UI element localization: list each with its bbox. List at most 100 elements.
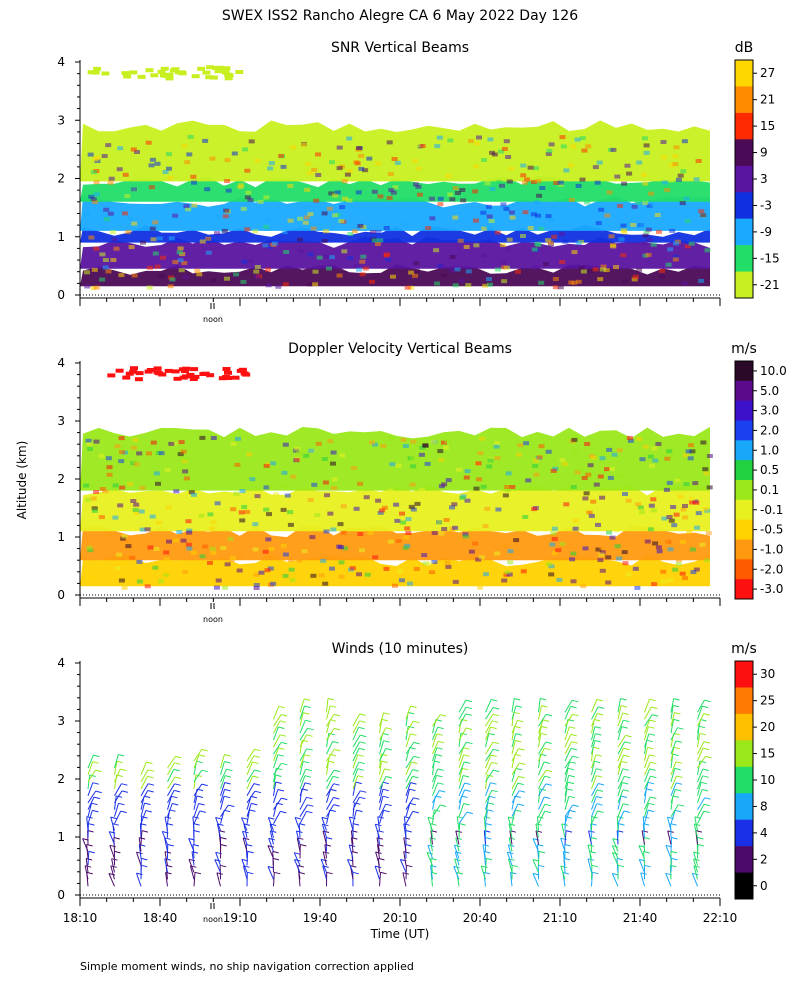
heatmap-cell <box>330 461 336 466</box>
wind-barb <box>485 774 488 789</box>
heatmap-cell <box>588 268 594 273</box>
wind-barb-flag <box>381 753 388 757</box>
wind-barb <box>273 726 279 741</box>
heatmap-cell <box>693 500 700 505</box>
wind-barb <box>324 844 327 859</box>
wind-barb <box>403 816 407 831</box>
heatmap-cell <box>472 189 479 194</box>
heatmap-cell <box>93 285 100 290</box>
heatmap-cell <box>296 558 303 563</box>
heatmap-cell <box>265 537 272 542</box>
heatmap-cell <box>229 556 236 561</box>
wind-barb-flag <box>278 705 285 709</box>
heatmap-cell <box>224 158 231 163</box>
heatmap-cell <box>700 440 707 445</box>
heatmap-cell <box>90 146 97 151</box>
wind-barb <box>405 769 414 783</box>
wind-barb-flag <box>333 769 341 773</box>
wind-barb <box>405 797 414 810</box>
heatmap-cell <box>670 505 677 509</box>
wind-barb <box>220 796 225 810</box>
wind-barb <box>670 761 677 776</box>
heatmap-cell <box>673 145 680 150</box>
heatmap-cell <box>283 250 290 254</box>
colorbar-segment <box>735 245 753 272</box>
wind-barb <box>538 796 545 810</box>
heatmap-cell <box>650 242 657 247</box>
heatmap-cell <box>495 171 502 176</box>
wind-barb-flag <box>672 795 680 798</box>
wind-barb <box>588 830 592 845</box>
heatmap-cell <box>415 184 422 189</box>
heatmap-cell <box>148 185 155 190</box>
heatmap-cell <box>231 151 238 156</box>
wind-barb <box>617 747 624 762</box>
wind-barb <box>508 858 513 873</box>
heatmap-cell <box>205 236 212 241</box>
heatmap-cell <box>413 182 419 187</box>
heatmap-cell <box>666 449 673 454</box>
wind-barb-flag <box>440 714 447 717</box>
wind-barb <box>374 865 380 880</box>
heatmap-cell <box>545 238 552 243</box>
wind-barb <box>220 754 225 769</box>
heatmap-cell <box>675 562 682 567</box>
wind-barb <box>511 790 520 804</box>
wind-barb-flag <box>544 775 551 779</box>
heatmap-cell <box>687 456 694 461</box>
wind-barb-flag <box>147 775 154 779</box>
wind-barb-flag <box>596 698 603 702</box>
wind-barb-flag <box>465 713 472 716</box>
heatmap-cell <box>655 545 662 550</box>
heatmap-cell <box>236 368 245 373</box>
heatmap-cell <box>297 216 304 221</box>
heatmap-cell <box>545 449 552 454</box>
heatmap-cell <box>538 226 545 231</box>
heatmap-cell <box>222 585 229 590</box>
wind-barb-flag <box>306 810 313 814</box>
heatmap-cell <box>177 452 184 457</box>
heatmap-cell <box>557 180 564 185</box>
heatmap-cell <box>329 566 335 571</box>
heatmap-cell <box>360 254 367 259</box>
wind-barb <box>246 775 254 790</box>
heatmap-cell <box>336 145 343 150</box>
heatmap-cell <box>632 274 639 279</box>
heatmap-cell <box>449 268 456 273</box>
heatmap-layer <box>80 426 710 491</box>
heatmap-cell <box>254 265 261 269</box>
x-tick-label: 19:10 <box>223 911 258 925</box>
wind-barb-flag <box>484 816 491 819</box>
heatmap-cell <box>506 572 513 577</box>
wind-barb <box>267 845 274 859</box>
heatmap-cell <box>482 283 489 288</box>
wind-barb <box>453 866 460 880</box>
wind-barb-flag <box>562 872 570 875</box>
heatmap-cell <box>237 185 244 190</box>
wind-barb-flag <box>701 789 709 792</box>
wind-barb-flag <box>92 761 99 764</box>
wind-barb-flag <box>651 706 658 709</box>
wind-barb <box>243 823 248 838</box>
wind-barb-flag <box>139 837 146 840</box>
heatmap-cell <box>677 173 684 178</box>
wind-barb <box>590 823 592 838</box>
heatmap-cell <box>363 495 370 500</box>
wind-barb <box>432 768 439 783</box>
heatmap-cell <box>263 195 270 200</box>
wind-barb-flag <box>298 871 305 875</box>
wind-barb-flag <box>322 823 329 827</box>
wind-barb-flag <box>487 802 495 805</box>
heatmap-cell <box>570 144 577 149</box>
heatmap-cell <box>190 367 199 372</box>
wind-barb <box>538 698 541 713</box>
heatmap-cell <box>685 449 692 454</box>
heatmap-cell <box>472 541 479 546</box>
wind-barb-flag <box>352 823 360 826</box>
wind-barb-flag <box>541 725 548 729</box>
heatmap-cell <box>210 520 217 525</box>
heatmap-cell <box>548 142 555 147</box>
heatmap-cell <box>85 497 92 502</box>
x-tick-label: 21:10 <box>543 911 578 925</box>
heatmap-cell <box>505 471 512 476</box>
